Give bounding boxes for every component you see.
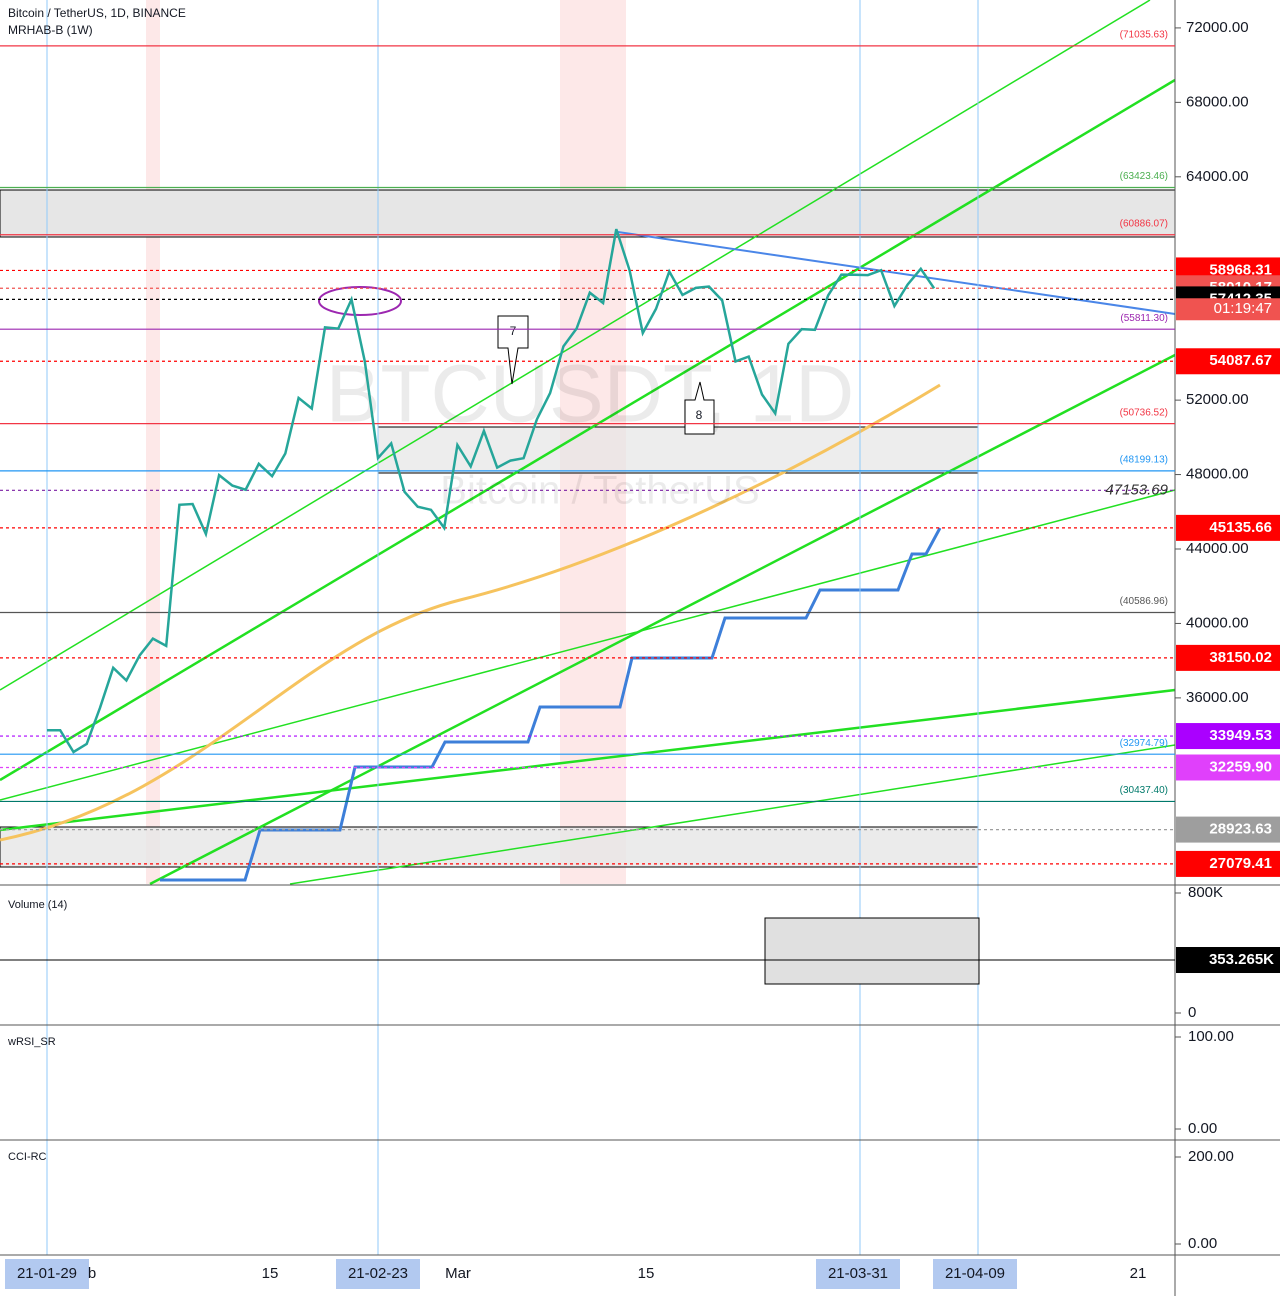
y-tick-label: 64000.00 — [1186, 168, 1249, 185]
callout-label: 7 — [510, 324, 517, 338]
y-tick-label: 36000.00 — [1186, 689, 1249, 706]
pane-tick-label: 800K — [1188, 884, 1223, 901]
x-tick-label: 21-04-09 — [945, 1265, 1005, 1282]
x-tick-label: 21-03-31 — [828, 1265, 888, 1282]
x-tick-label: 21-01-29 — [17, 1265, 77, 1282]
symbol-title: Bitcoin / TetherUS, 1D, BINANCE — [8, 6, 186, 20]
price-label: (30437.40) — [1120, 785, 1168, 796]
callout — [684, 381, 715, 435]
callout-label: 8 — [696, 408, 703, 422]
price-label-box — [1176, 644, 1280, 671]
x-tick-label: 21-02-23 — [348, 1265, 408, 1282]
pane-level-box — [1176, 947, 1280, 974]
price-label-box — [1176, 754, 1280, 781]
price-label: (48199.13) — [1120, 455, 1168, 466]
pane-title: Volume (14) — [8, 899, 67, 911]
zone-box — [764, 917, 980, 985]
y-tick-label: 68000.00 — [1186, 93, 1249, 110]
price-label: 32259.90 — [1209, 758, 1272, 775]
price-label-box — [1176, 723, 1280, 750]
x-tick-label: 15 — [638, 1265, 655, 1282]
pane-tick-label: 100.00 — [1188, 1028, 1234, 1045]
highlight-ellipse — [318, 286, 402, 316]
pane-tick-label: 0.00 — [1188, 1120, 1217, 1137]
trend-line — [617, 231, 1176, 315]
date-highlight — [336, 1259, 420, 1289]
price-label: (60886.07) — [1120, 218, 1168, 229]
pane-level-label: 353.265K — [1209, 951, 1274, 968]
date-highlight — [816, 1259, 900, 1289]
y-tick-label: 52000.00 — [1186, 391, 1249, 408]
y-tick-label: 40000.00 — [1186, 614, 1249, 631]
pane-tick-label: 200.00 — [1188, 1148, 1234, 1165]
step-line — [160, 527, 942, 882]
countdown: 01:19:47 — [1214, 300, 1272, 317]
price-label: (63423.46) — [1120, 171, 1168, 182]
price-label-box — [1176, 514, 1280, 541]
price-label: 33949.53 — [1209, 727, 1272, 744]
price-label: 38150.02 — [1209, 649, 1272, 666]
highlight-band — [146, 0, 160, 884]
moving-average — [0, 383, 941, 842]
price-label: (50736.52) — [1120, 407, 1168, 418]
price-label: (55811.30) — [1120, 313, 1168, 324]
price-label: 54087.67 — [1209, 352, 1272, 369]
callout — [497, 315, 529, 385]
price-label: 28923.63 — [1209, 821, 1272, 838]
y-tick-label: 44000.00 — [1186, 540, 1249, 557]
price-label-box — [1176, 816, 1280, 843]
pane-tick-label: 0.00 — [1188, 1235, 1217, 1252]
price-label-box — [1176, 850, 1280, 877]
date-highlight — [933, 1259, 1017, 1289]
y-tick-label: 72000.00 — [1186, 19, 1249, 36]
price-label: (32974.79) — [1120, 738, 1168, 749]
pane-title: wRSI_SR — [7, 1036, 56, 1048]
price-label: 47153.69 — [1105, 481, 1168, 498]
price-label: (40586.96) — [1120, 596, 1168, 607]
price-line — [46, 228, 936, 754]
watermark: BTCUSDT, 1D — [326, 349, 855, 440]
date-highlight — [5, 1259, 89, 1289]
y-tick-label: 48000.00 — [1186, 466, 1249, 483]
x-tick-label: 21 — [1130, 1265, 1147, 1282]
x-tick-label: b — [88, 1265, 96, 1282]
zone-box — [0, 189, 1176, 238]
zone-box — [0, 826, 979, 868]
trend-lines — [0, 0, 1176, 886]
x-tick-label: Mar — [445, 1265, 471, 1282]
price-label: 45135.66 — [1209, 519, 1272, 536]
pane-title: CCI-RC — [8, 1151, 47, 1163]
countdown-box — [1176, 298, 1280, 321]
indicator-title: MRHAB-B (1W) — [8, 23, 93, 37]
price-label: 27079.41 — [1209, 855, 1272, 872]
pane-tick-label: 0 — [1188, 1004, 1196, 1021]
x-tick-label: 15 — [262, 1265, 279, 1282]
price-label-box — [1176, 348, 1280, 375]
price-label: (71035.63) — [1120, 30, 1168, 41]
price-label: 58968.31 — [1209, 261, 1272, 278]
